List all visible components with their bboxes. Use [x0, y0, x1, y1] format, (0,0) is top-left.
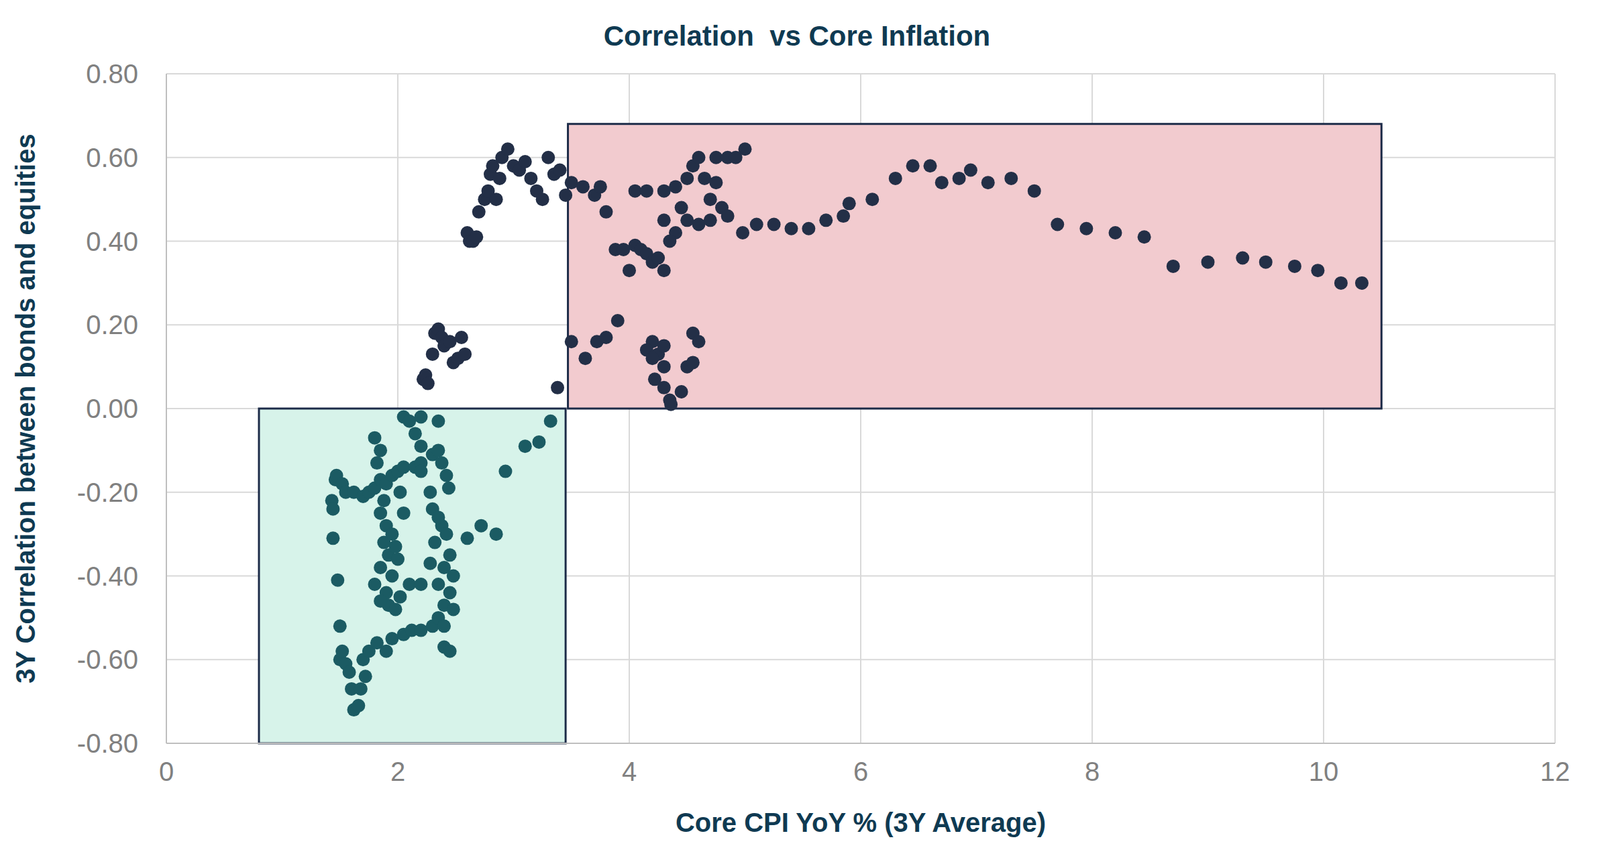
svg-text:0.20: 0.20 [85, 309, 139, 340]
svg-text:8: 8 [1084, 756, 1100, 787]
svg-text:12: 12 [1540, 756, 1571, 787]
svg-text:-0.20: -0.20 [77, 477, 139, 508]
html-text:Core CPI YoY % (3Y Average): Core CPI YoY % (3Y Average) [675, 807, 1046, 837]
svg-text:0.40: 0.40 [85, 226, 139, 257]
svg-text:4: 4 [621, 756, 637, 787]
svg-text:0: 0 [158, 756, 174, 787]
svg-text:2: 2 [390, 756, 406, 787]
svg-text:-0.80: -0.80 [77, 728, 139, 759]
html-text:3Y Correlation between bonds a: 3Y Correlation between bonds and equitie… [10, 133, 40, 684]
svg-text:0.80: 0.80 [85, 59, 139, 89]
html-text:Correlation vs Core Inflation: Correlation vs Core Inflation [603, 20, 991, 52]
svg-text:-0.60: -0.60 [77, 644, 139, 675]
svg-text:0.00: 0.00 [85, 393, 139, 424]
svg-text:0.60: 0.60 [85, 142, 139, 173]
svg-text:-0.40: -0.40 [77, 561, 139, 592]
svg-text:6: 6 [853, 756, 869, 787]
svg-text:10: 10 [1308, 756, 1340, 787]
